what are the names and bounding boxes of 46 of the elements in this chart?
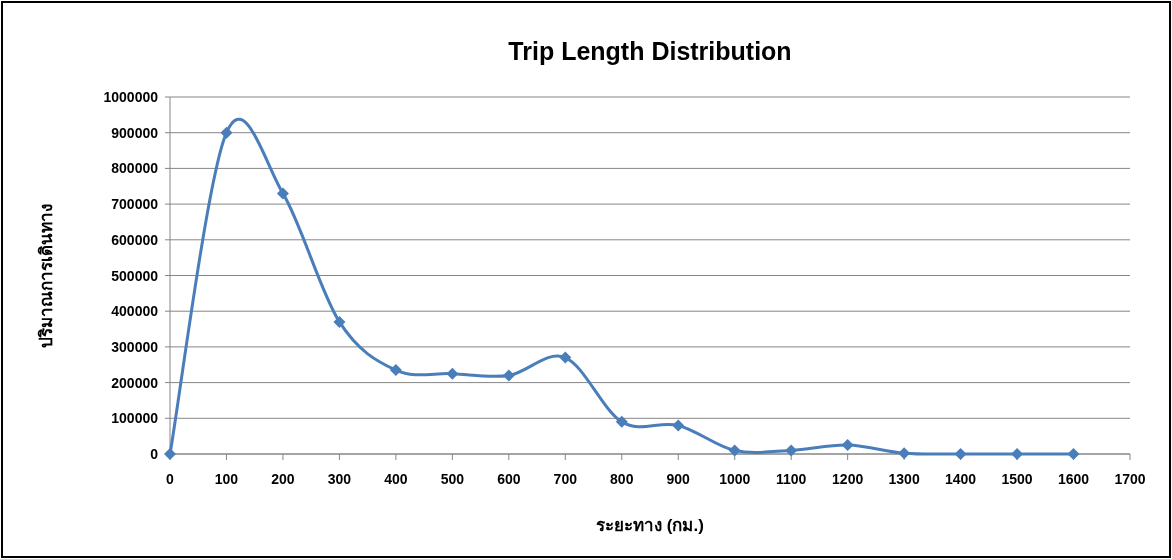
x-tick-label: 800 [610, 471, 634, 487]
x-tick-label: 700 [553, 471, 578, 487]
x-tick-label: 100 [214, 471, 239, 487]
y-tick-label: 900000 [111, 124, 159, 141]
y-axis-title: ปริมาณการเดินทาง [37, 203, 56, 348]
point [559, 351, 572, 364]
x-tick-label: 600 [497, 471, 521, 487]
x-tick-label: 500 [440, 471, 465, 487]
point [672, 419, 685, 432]
point [276, 187, 289, 200]
x-tick-label: 1700 [1114, 471, 1146, 487]
point [728, 444, 741, 457]
point [389, 364, 402, 377]
x-axis-title: ระยะทาง (กม.) [596, 516, 704, 535]
y-tick-label: 600000 [111, 231, 159, 248]
y-tick-label: 500000 [111, 267, 159, 284]
point [446, 367, 459, 380]
y-tick-label: 200000 [111, 374, 159, 391]
x-tick-label: 1000 [719, 471, 751, 487]
y-tick-label: 100000 [111, 410, 159, 427]
x-tick-label: 1400 [945, 471, 977, 487]
x-tick-label: 1500 [1001, 471, 1033, 487]
point [841, 439, 854, 452]
y-tick-label: 0 [150, 446, 159, 462]
point [785, 444, 798, 457]
point [1067, 448, 1080, 460]
x-tick-label: 1100 [775, 471, 807, 487]
point [333, 315, 346, 328]
y-tick-label: 700000 [111, 196, 159, 213]
y-tick-label: 400000 [111, 303, 159, 320]
x-tick-label: 1600 [1057, 471, 1090, 487]
y-tick-label: 300000 [111, 338, 159, 355]
y-tick-label: 1000000 [103, 89, 159, 105]
x-tick-label: 200 [271, 471, 295, 487]
x-tick-label: 1300 [888, 471, 920, 487]
x-tick-label: 300 [327, 471, 352, 487]
x-tick-label: 900 [666, 471, 691, 487]
x-tick-label: 0 [166, 471, 175, 487]
point [220, 126, 233, 139]
x-tick-label: 400 [384, 471, 408, 487]
point [502, 369, 515, 382]
y-tick-label: 800000 [111, 160, 159, 177]
point [954, 448, 967, 460]
point [615, 415, 628, 428]
chart-title: Trip Length Distribution [508, 37, 792, 65]
x-tick-label: 1200 [832, 471, 864, 487]
